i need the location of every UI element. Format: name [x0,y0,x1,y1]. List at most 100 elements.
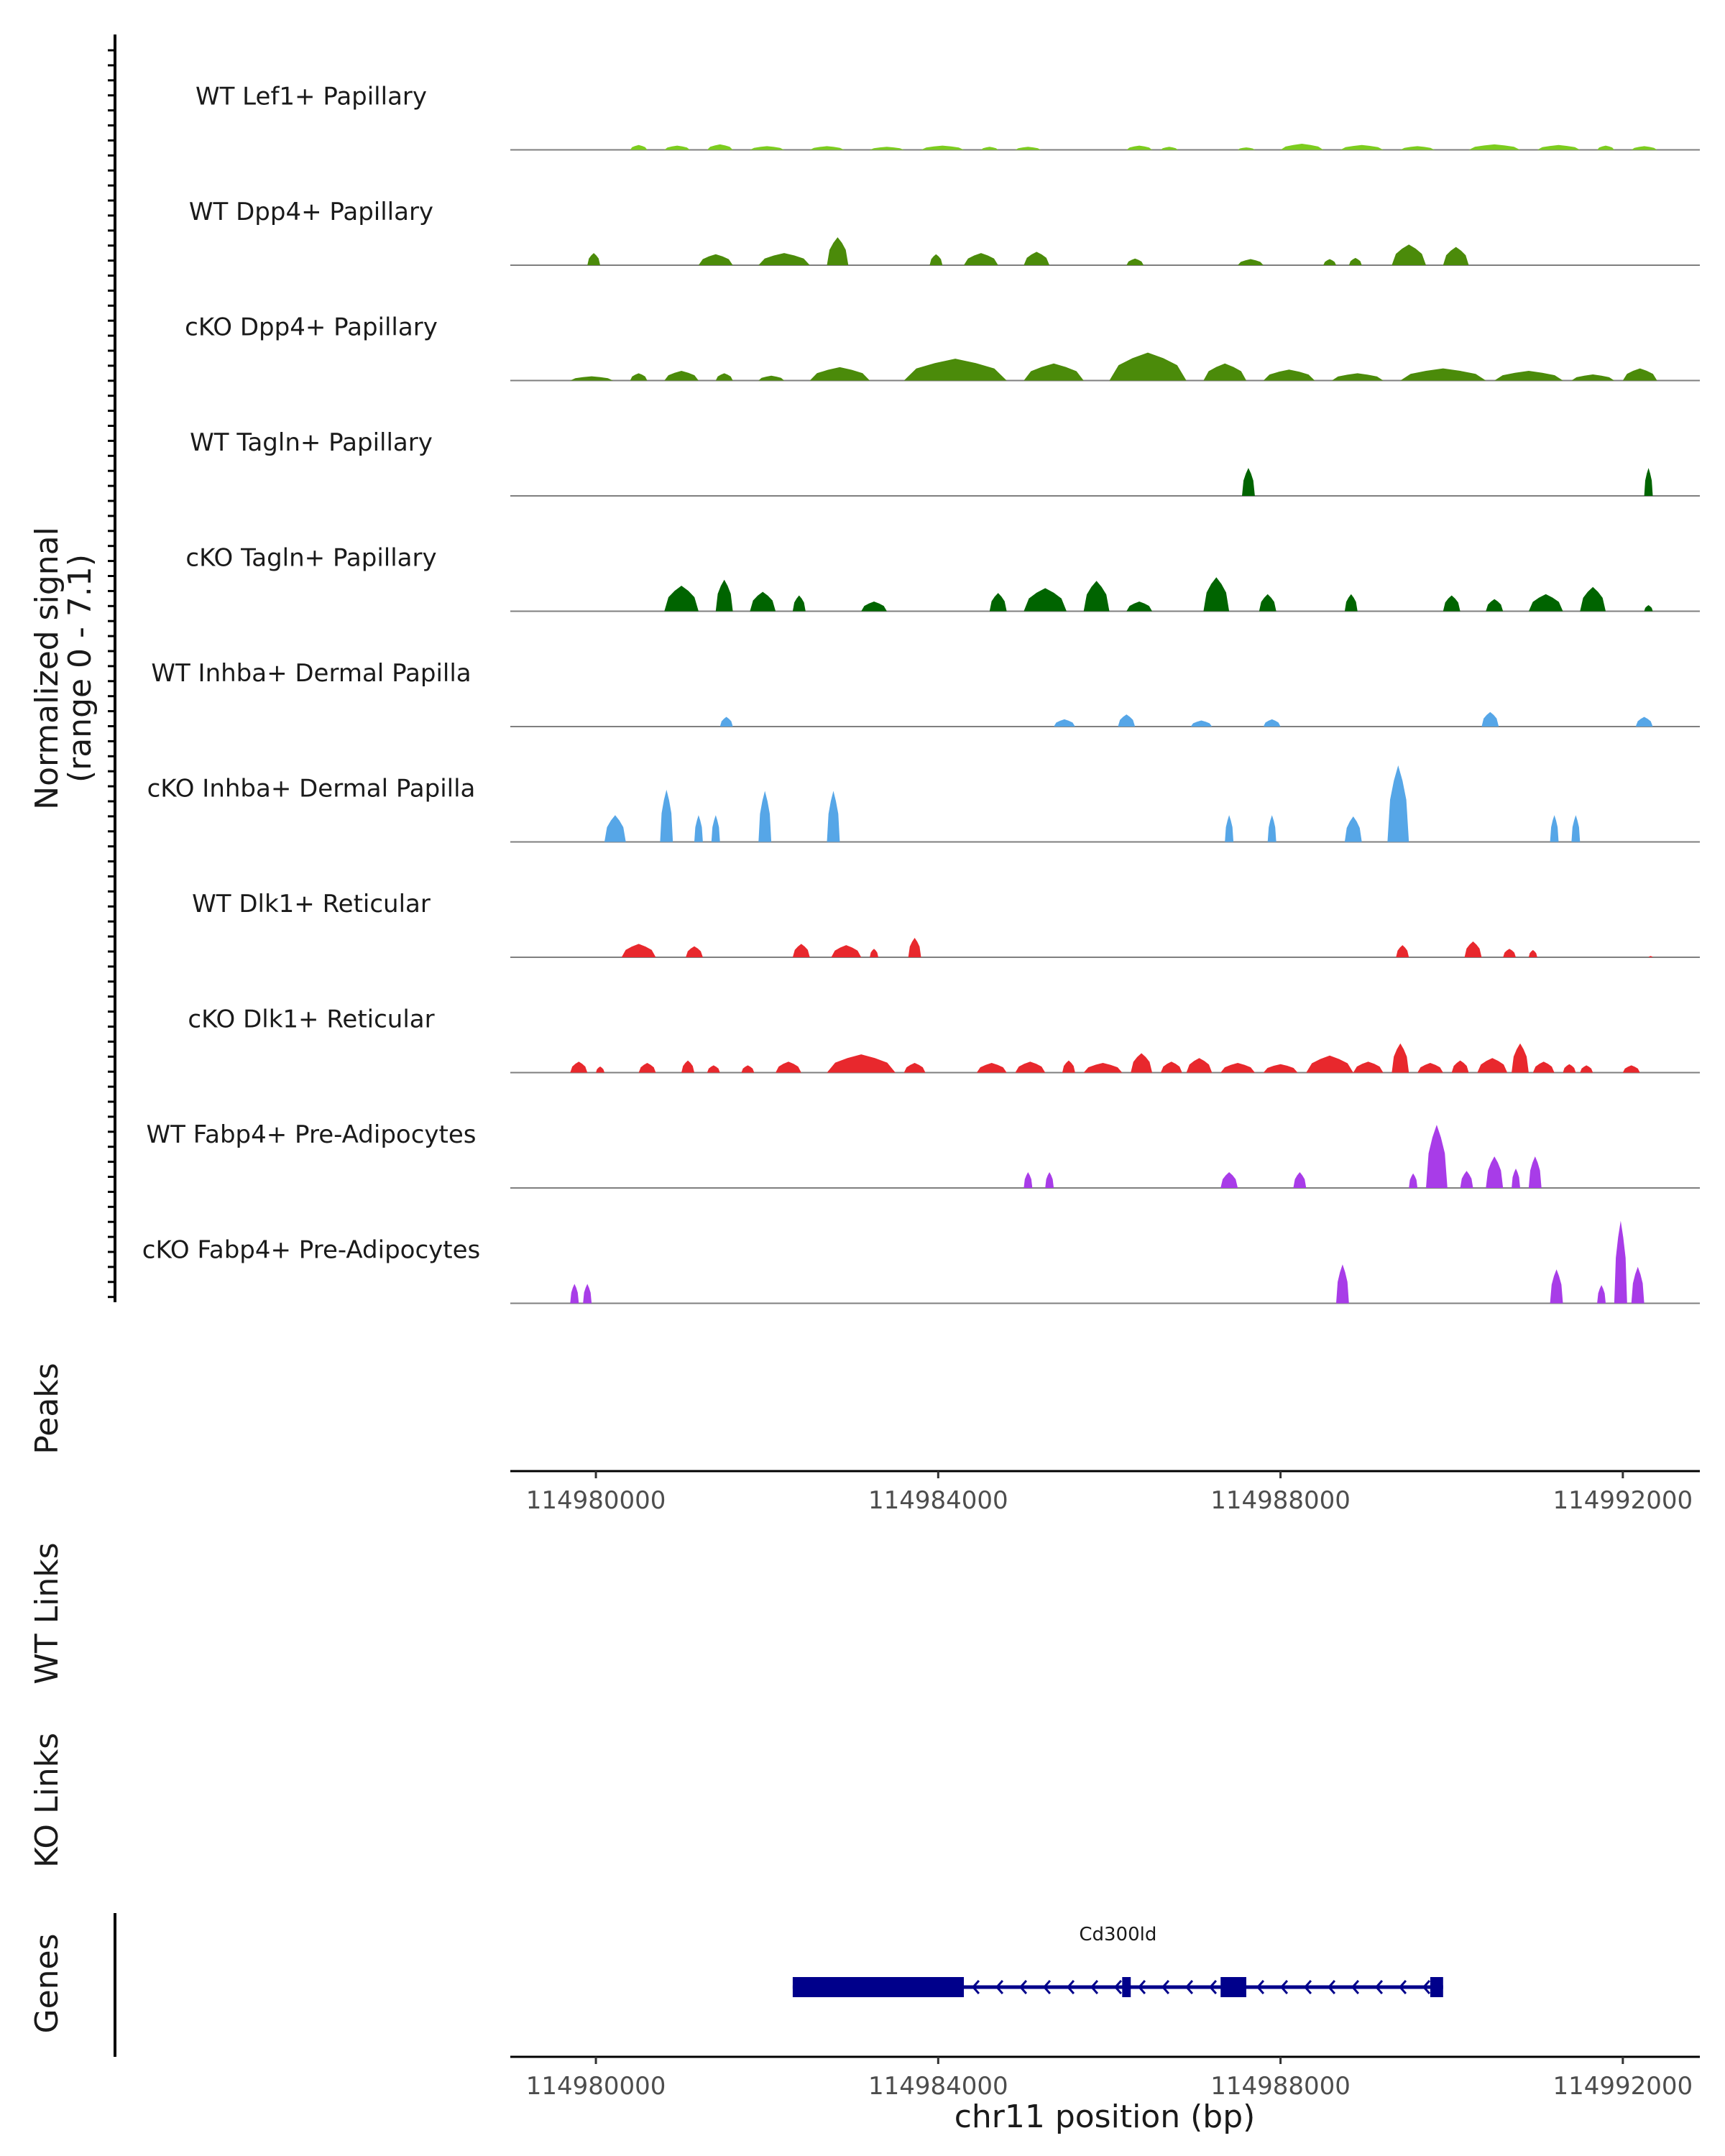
gene-exon [1430,1977,1443,1997]
coverage-y-ticks [108,49,115,1299]
coverage-peak [1481,711,1499,727]
coverage-peak [1306,1055,1353,1073]
track-label: cKO Inhba+ Dermal Papilla [147,775,476,803]
strand-arrow [1184,1980,1194,1994]
coverage-peak [1486,1156,1504,1188]
strand-arrow [1327,1980,1336,1994]
coverage-peak [1528,1156,1542,1188]
coverage-peak [750,146,784,150]
coverage-peak [694,815,703,842]
coverage-peak [1571,815,1581,842]
coverage-peak [1340,144,1384,150]
strand-arrow [1303,1980,1312,1994]
peaks-panel-title: Peaks [29,1363,65,1454]
coverage-peak [1160,1061,1182,1073]
strand-arrow [1256,1980,1265,1994]
strand-arrow [1398,1980,1407,1994]
x-tick-label: 114984000 [868,2072,1008,2101]
coverage-y-axis [108,34,116,1302]
track-label: cKO Dlk1+ Reticular [188,1005,434,1034]
coverage-peak [570,1061,588,1073]
strand-arrow [1351,1980,1360,1994]
x-tick-label: 114992000 [1552,1486,1693,1515]
coverage-peak [1267,815,1276,842]
coverage-peak [664,371,699,381]
coverage-peak [1118,714,1136,727]
strand-arrow [971,1980,980,1994]
coverage-peak [1622,368,1657,381]
coverage-peak [1486,599,1504,612]
coverage-peak [1054,719,1075,727]
coverage-peak [1648,956,1653,957]
coverage-peak [792,595,806,612]
coverage-peak [1644,468,1653,496]
coverage-peak [903,1063,926,1073]
coverage-peak [1622,1065,1640,1073]
track-1: WT Lef1+ Papillary [196,83,1700,151]
coverage-peak [715,373,733,381]
coverage-peak [908,938,921,957]
coverage-peak [630,373,648,381]
coverage-peak [1332,373,1384,381]
coverage-peak [1344,594,1358,612]
coverage-peak [1392,244,1426,265]
coverage-peak [1537,144,1581,150]
coverage-peak [630,144,648,150]
coverage-peak [1353,1061,1384,1073]
strand-arrow [1161,1980,1170,1994]
strand-arrow [1137,1980,1146,1994]
coverage-peak [1631,1266,1644,1304]
coverage-peak [1238,259,1264,265]
coverage-peak [903,359,1007,381]
coverage-peak [1190,720,1213,727]
track-label: WT Lef1+ Papillary [196,83,427,111]
coverage-peak [827,791,840,842]
strand-arrow [1113,1980,1123,1994]
coverage-peak [621,944,656,957]
coverage-peak [750,591,776,612]
track-label: cKO Tagln+ Papillary [185,544,436,573]
coverage-peak [827,1054,896,1073]
track-6: WT Inhba+ Dermal Papilla [151,659,1700,727]
coverage-peak [1203,577,1230,612]
gene-exon [1220,1977,1246,1997]
strand-arrow [1090,1980,1099,1994]
coverage-peak [1344,816,1362,842]
coverage-peak [809,146,845,150]
coverage-peak [1293,1172,1307,1188]
y-axis-subtitle: (range 0 - 7.1) [62,554,98,783]
coverage-peak [1392,1043,1409,1073]
coverage-peak [1477,1058,1508,1073]
coverage-peak [758,375,784,381]
coverage-peak [1024,363,1084,381]
coverage-peak [1614,1220,1627,1304]
coverage-peak [1220,1063,1255,1073]
coverage-peak [1126,602,1152,612]
coverage-peak [1550,815,1559,842]
track-5: cKO Tagln+ Papillary [185,544,1700,612]
coverage-peak [1571,374,1614,381]
coverage-peak [604,815,626,842]
coverage-peak [1512,1043,1529,1073]
coverage-peak [1580,1065,1593,1073]
coverage-peak [792,944,810,957]
coverage-peak [989,593,1007,612]
x-axis-title: chr11 position (bp) [954,2099,1256,2135]
wt-links-panel-title: WT Links [29,1542,65,1684]
coverage-peak [1503,949,1516,957]
track-11: cKO Fabp4+ Pre-Adipocytes [142,1220,1700,1304]
gene-exon [1122,1977,1131,1997]
coverage-peak [583,1284,592,1304]
coverage-peak [1263,719,1281,727]
track-label: WT Dpp4+ Papillary [189,198,433,226]
track-8: WT Dlk1+ Reticular [192,890,1700,958]
track-label: WT Dlk1+ Reticular [192,890,431,918]
coverage-peak [1396,945,1409,957]
coverage-peak [1220,1172,1238,1188]
genes-x-ticks: 114980000 114984000 114988000 114992000 [526,2057,1693,2101]
track-10: WT Fabp4+ Pre-Adipocytes [147,1120,1700,1189]
x-tick-label: 114980000 [526,1486,666,1515]
coverage-peak [1126,258,1144,265]
coverage-peak [711,815,720,842]
